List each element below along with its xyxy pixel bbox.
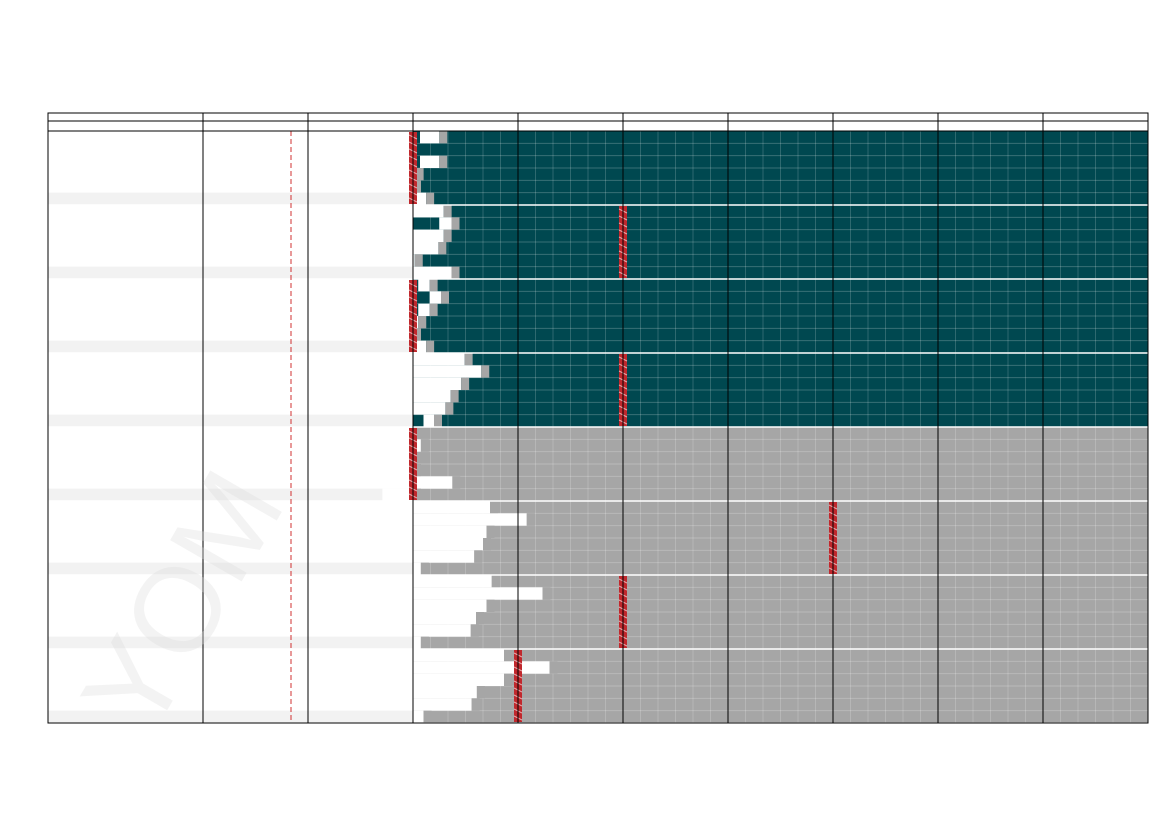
task-bar-cap: [429, 303, 438, 316]
task-bar-cap: [426, 340, 435, 353]
task-bar-cap: [491, 575, 500, 588]
task-bar: [413, 612, 476, 625]
task-bar: [413, 538, 483, 551]
task-bar: [429, 291, 441, 304]
task-bar-cap: [450, 390, 459, 403]
task-bar-cap: [486, 599, 495, 612]
task-bar-cap: [418, 316, 427, 329]
task-bar: [413, 365, 482, 378]
task-bar: [413, 377, 462, 390]
task-bar-cap: [470, 624, 479, 637]
task-bar-cap: [420, 562, 429, 575]
task-bar: [413, 501, 490, 514]
block-stripe: [48, 266, 413, 279]
task-bar-cap: [443, 205, 452, 218]
block-stripe: [48, 636, 413, 649]
block-stripe: [48, 340, 413, 353]
task-bar: [413, 624, 471, 637]
task-bar: [413, 599, 487, 612]
task-bar: [420, 131, 440, 144]
task-bar: [413, 402, 446, 415]
task-bar-cap: [504, 673, 512, 686]
block-background: [413, 131, 1148, 205]
task-bar-cap: [420, 636, 429, 649]
task-bar: [413, 636, 421, 649]
block-stripe: [48, 562, 413, 575]
task-bar: [418, 279, 430, 292]
block-stripe: [48, 710, 413, 723]
task-bar-cap: [474, 550, 483, 563]
task-bar-cap: [414, 254, 423, 267]
task-bar-cap: [490, 501, 498, 514]
task-bar-cap: [481, 365, 490, 378]
task-bar: [413, 673, 504, 686]
table-frame: [47, 112, 1149, 724]
task-bar: [413, 550, 475, 563]
task-bar-cap: [415, 168, 424, 181]
task-bar: [413, 205, 444, 218]
task-bar-cap: [451, 266, 460, 279]
task-bar: [413, 710, 424, 723]
task-bar: [413, 661, 550, 674]
task-bar: [413, 229, 444, 242]
task-bar-cap: [461, 377, 470, 390]
task-bar-cap: [542, 587, 551, 600]
task-bar-cap: [476, 612, 484, 625]
task-bar: [423, 414, 434, 427]
plot-background: [48, 131, 1148, 723]
task-bar-cap: [504, 649, 512, 662]
task-bar: [418, 303, 430, 316]
task-bar: [413, 649, 504, 662]
task-bar: [413, 575, 492, 588]
task-bar-cap: [439, 131, 448, 144]
task-bar-cap: [549, 661, 558, 674]
task-bar-cap: [445, 402, 454, 415]
task-bar-cap: [423, 710, 432, 723]
block-stripe: [48, 192, 413, 205]
task-bar: [413, 587, 543, 600]
task-bar: [413, 525, 487, 538]
task-bar: [382, 488, 413, 501]
task-bar-cap: [441, 291, 449, 304]
task-bar: [413, 686, 477, 699]
block-background: [413, 427, 1148, 501]
outer-border: [47, 112, 1149, 724]
task-bar-cap: [526, 513, 535, 526]
task-bar: [413, 476, 453, 489]
block-background: [413, 353, 1148, 427]
task-bar-cap: [464, 353, 473, 366]
task-bar-cap: [438, 242, 447, 255]
task-bar-cap: [426, 192, 435, 205]
task-bar-cap: [439, 155, 448, 168]
block-background: [413, 501, 1148, 575]
task-bar: [413, 698, 472, 711]
task-bar-cap: [451, 217, 460, 230]
task-bar: [413, 562, 421, 575]
task-bar: [439, 217, 452, 230]
task-bar: [420, 155, 440, 168]
task-bar-cap: [420, 439, 429, 452]
task-bar-cap: [483, 538, 491, 551]
task-bar: [413, 353, 465, 366]
task-bar-cap: [452, 476, 461, 489]
block-background: [413, 279, 1148, 353]
task-bar: [413, 254, 415, 267]
task-bar: [413, 242, 439, 255]
task-bar-cap: [429, 279, 438, 292]
block-stripe: [48, 488, 413, 501]
task-bar-cap: [471, 698, 480, 711]
task-bar-cap: [434, 414, 442, 427]
task-bar: [413, 513, 527, 526]
block-background: [413, 205, 1148, 279]
task-bar-cap: [476, 686, 485, 699]
block-stripe: [48, 414, 413, 427]
task-bar-cap: [486, 525, 495, 538]
task-bar: [413, 390, 451, 403]
task-bar-cap: [443, 229, 452, 242]
task-bar: [413, 266, 452, 279]
